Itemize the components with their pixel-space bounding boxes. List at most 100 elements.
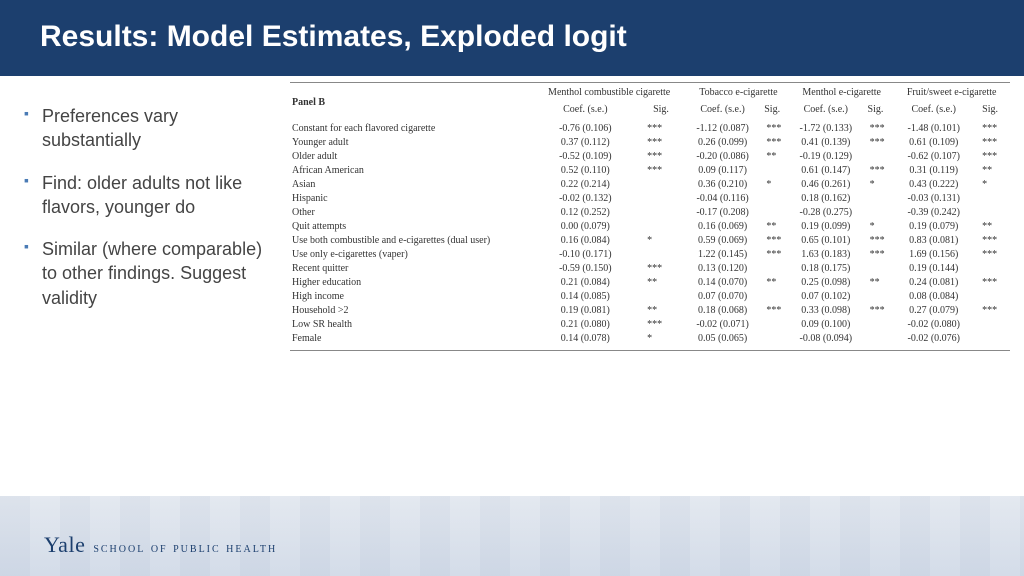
row-label: Household >2 — [290, 303, 531, 317]
cell-coef: 0.52 (0.110) — [531, 163, 639, 177]
cell-coef: -0.04 (0.116) — [687, 191, 759, 205]
cell-coef: 1.22 (0.145) — [687, 247, 759, 261]
row-label: Older adult — [290, 149, 531, 163]
cell-coef: -0.02 (0.132) — [531, 191, 639, 205]
cell-coef: 0.13 (0.120) — [687, 261, 759, 275]
cell-sig: ** — [639, 275, 687, 289]
col-group: Fruit/sweet e-cigarette — [893, 83, 1010, 103]
sub-header-sig: Sig. — [974, 102, 1010, 121]
cell-coef: -0.08 (0.094) — [790, 331, 862, 350]
cell-sig — [974, 331, 1010, 350]
cell-coef: 0.19 (0.081) — [531, 303, 639, 317]
panel-label: Panel B — [290, 83, 531, 122]
cell-coef: 0.83 (0.081) — [893, 233, 974, 247]
logo-yale: Yale — [44, 532, 85, 557]
sub-header-coef: Coef. (s.e.) — [790, 102, 862, 121]
cell-coef: 0.18 (0.162) — [790, 191, 862, 205]
cell-coef: -0.19 (0.129) — [790, 149, 862, 163]
footer-banner: Yale school of public health — [0, 496, 1024, 576]
cell-sig: *** — [758, 247, 790, 261]
cell-sig: *** — [974, 135, 1010, 149]
cell-coef: 0.43 (0.222) — [893, 177, 974, 191]
cell-sig: * — [862, 219, 894, 233]
cell-sig: ** — [758, 149, 790, 163]
cell-coef: 0.24 (0.081) — [893, 275, 974, 289]
cell-sig: ** — [974, 219, 1010, 233]
cell-sig — [862, 331, 894, 350]
cell-sig — [862, 205, 894, 219]
cell-coef: -1.48 (0.101) — [893, 121, 974, 135]
cell-sig — [862, 149, 894, 163]
cell-coef: 0.37 (0.112) — [531, 135, 639, 149]
cell-coef: 0.19 (0.144) — [893, 261, 974, 275]
cell-sig: *** — [974, 121, 1010, 135]
cell-coef: 0.59 (0.069) — [687, 233, 759, 247]
cell-coef: 0.07 (0.070) — [687, 289, 759, 303]
cell-coef: -0.59 (0.150) — [531, 261, 639, 275]
cell-coef: 0.31 (0.119) — [893, 163, 974, 177]
row-label: Other — [290, 205, 531, 219]
cell-coef: 0.61 (0.109) — [893, 135, 974, 149]
table-row: Constant for each flavored cigarette-0.7… — [290, 121, 1010, 135]
cell-coef: 0.00 (0.079) — [531, 219, 639, 233]
cell-sig — [974, 289, 1010, 303]
cell-coef: 0.09 (0.100) — [790, 317, 862, 331]
cell-sig: *** — [758, 303, 790, 317]
sub-header-coef: Coef. (s.e.) — [531, 102, 639, 121]
table-row: Hispanic-0.02 (0.132)-0.04 (0.116)0.18 (… — [290, 191, 1010, 205]
cell-sig: *** — [639, 317, 687, 331]
cell-sig — [639, 177, 687, 191]
table-row: Use only e-cigarettes (vaper)-0.10 (0.17… — [290, 247, 1010, 261]
cell-coef: -1.72 (0.133) — [790, 121, 862, 135]
cell-coef: -0.52 (0.109) — [531, 149, 639, 163]
sub-header-sig: Sig. — [758, 102, 790, 121]
cell-sig — [758, 205, 790, 219]
cell-sig — [862, 317, 894, 331]
cell-sig — [862, 261, 894, 275]
row-label: Quit attempts — [290, 219, 531, 233]
table-row: Recent quitter-0.59 (0.150)***0.13 (0.12… — [290, 261, 1010, 275]
cell-coef: 0.05 (0.065) — [687, 331, 759, 350]
cell-sig — [974, 191, 1010, 205]
cell-sig: *** — [862, 247, 894, 261]
cell-sig — [758, 331, 790, 350]
cell-sig: * — [639, 233, 687, 247]
cell-sig: * — [974, 177, 1010, 191]
table-row: Younger adult0.37 (0.112)***0.26 (0.099)… — [290, 135, 1010, 149]
row-label: Recent quitter — [290, 261, 531, 275]
cell-sig — [639, 191, 687, 205]
col-group: Tobacco e-cigarette — [687, 83, 790, 103]
cell-coef: 0.16 (0.084) — [531, 233, 639, 247]
title-bar: Results: Model Estimates, Exploded logit — [0, 0, 1024, 76]
cell-sig: * — [639, 331, 687, 350]
table-head: Panel B Menthol combustible cigarette To… — [290, 83, 1010, 122]
cell-sig: ** — [862, 275, 894, 289]
table-row: Use both combustible and e-cigarettes (d… — [290, 233, 1010, 247]
cell-coef: -0.17 (0.208) — [687, 205, 759, 219]
cell-sig: ** — [639, 303, 687, 317]
cell-coef: 0.61 (0.147) — [790, 163, 862, 177]
results-table: Panel B Menthol combustible cigarette To… — [290, 82, 1010, 351]
cell-coef: 0.18 (0.068) — [687, 303, 759, 317]
cell-coef: 0.09 (0.117) — [687, 163, 759, 177]
cell-sig: *** — [758, 135, 790, 149]
cell-coef: 0.46 (0.261) — [790, 177, 862, 191]
row-label: Higher education — [290, 275, 531, 289]
table-row: Older adult-0.52 (0.109) *** -0.20 (0.086)… — [290, 149, 1010, 163]
cell-sig: *** — [639, 121, 687, 135]
cell-sig: * — [862, 177, 894, 191]
row-label: Constant for each flavored cigarette — [290, 121, 531, 135]
cell-sig: ** — [758, 219, 790, 233]
cell-sig: *** — [862, 303, 894, 317]
slide-title: Results: Model Estimates, Exploded logit — [40, 20, 984, 54]
row-label: Use only e-cigarettes (vaper) — [290, 247, 531, 261]
cell-coef: 0.08 (0.084) — [893, 289, 974, 303]
cell-coef: -0.20 (0.086) — [687, 149, 759, 163]
cell-sig: *** — [862, 163, 894, 177]
cell-sig: *** — [974, 149, 1010, 163]
table-row: African American0.52 (0.110)***0.09 (0.1… — [290, 163, 1010, 177]
cell-sig: *** — [758, 121, 790, 135]
cell-coef: -1.12 (0.087) — [687, 121, 759, 135]
col-group: Menthol combustible cigarette — [531, 83, 686, 103]
bullet-item: Preferences vary substantially — [24, 104, 280, 153]
